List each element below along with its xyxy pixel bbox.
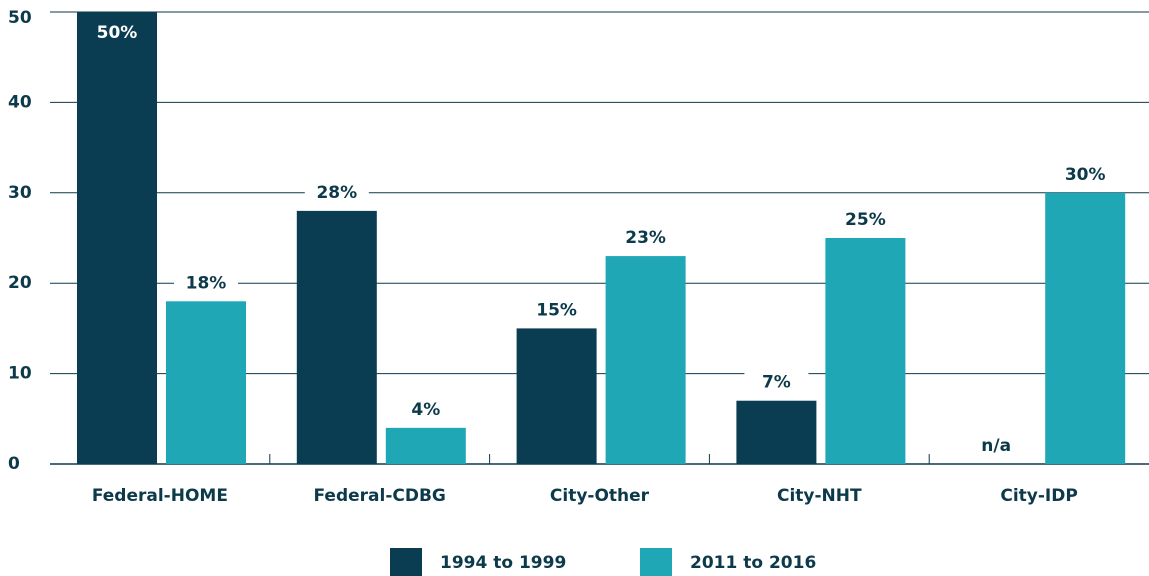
label-background xyxy=(174,271,238,296)
legend-swatch xyxy=(390,548,422,576)
x-tick-label: Federal-CDBG xyxy=(314,486,446,506)
value-label: 50% xyxy=(97,23,138,43)
y-tick-label: 40 xyxy=(8,92,32,112)
bar xyxy=(825,238,906,464)
value-label: 7% xyxy=(762,373,791,393)
x-tick-label: City-Other xyxy=(550,486,650,506)
value-label: 18% xyxy=(186,273,227,293)
value-label: 15% xyxy=(536,300,577,320)
x-tick-label: Federal-HOME xyxy=(92,486,228,506)
value-label: 23% xyxy=(625,228,666,248)
label-background xyxy=(964,434,1029,458)
bar xyxy=(605,256,686,464)
legend-label: 1994 to 1999 xyxy=(440,553,566,573)
y-tick-label: 10 xyxy=(8,364,32,384)
bar xyxy=(516,328,597,464)
bar xyxy=(296,210,377,464)
label-background xyxy=(304,180,369,205)
bar xyxy=(166,301,246,464)
label-background xyxy=(1053,162,1118,187)
label-background xyxy=(393,397,458,422)
legend-label: 2011 to 2016 xyxy=(690,553,816,573)
label-background xyxy=(744,370,809,395)
y-tick-label: 30 xyxy=(8,183,32,203)
value-label: 25% xyxy=(845,210,886,230)
bar xyxy=(736,400,817,464)
legend-swatch xyxy=(640,548,672,576)
y-tick-label: 0 xyxy=(8,454,20,474)
value-label: n/a xyxy=(981,436,1011,456)
label-background xyxy=(833,208,898,232)
y-tick-label: 20 xyxy=(8,273,32,293)
value-label: 28% xyxy=(316,183,357,203)
x-tick-label: City-NHT xyxy=(777,486,862,506)
y-tick-label: 50 xyxy=(8,8,32,28)
bar xyxy=(1045,192,1126,465)
value-label: 4% xyxy=(411,400,440,420)
bar xyxy=(385,427,466,464)
value-label: 30% xyxy=(1065,165,1106,185)
label-background xyxy=(613,226,678,251)
bar xyxy=(77,12,157,464)
x-tick-label: City-IDP xyxy=(1000,486,1077,506)
label-background xyxy=(524,298,589,323)
